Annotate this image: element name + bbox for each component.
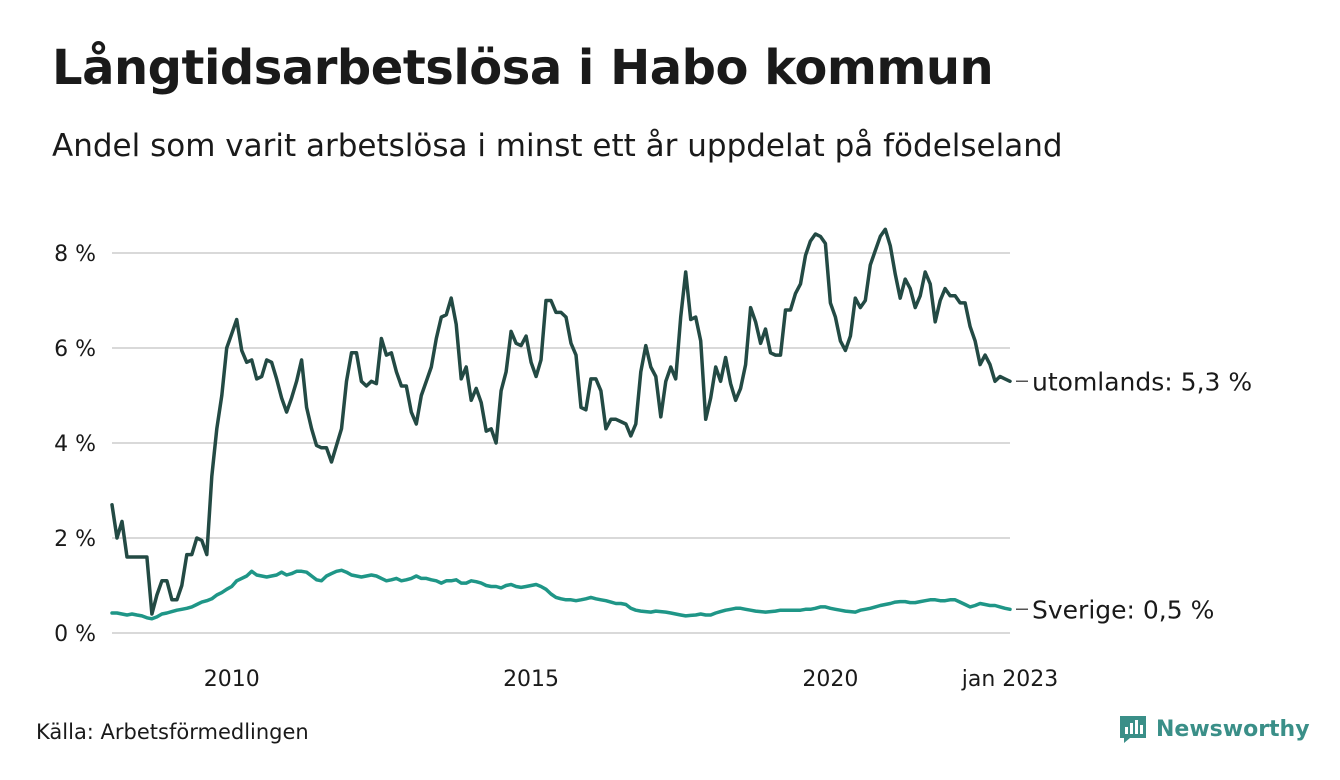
brand-logo: Newsworthy: [1118, 714, 1310, 744]
y-axis: 0 % 2 % 4 % 6 % 8 %: [54, 242, 96, 647]
y-tick-label: 8 %: [54, 242, 96, 267]
grid-layer: [112, 252, 1010, 634]
source-note: Källa: Arbetsförmedlingen: [36, 720, 309, 744]
y-tick-label: 6 %: [54, 337, 96, 362]
brand-name: Newsworthy: [1156, 716, 1310, 742]
series-line-utomlands: [110, 227, 1012, 616]
end-labels: utomlands: 5,3 % Sverige: 0,5 %: [1016, 367, 1252, 624]
y-tick-label: 4 %: [54, 432, 96, 457]
chart-subtitle: Andel som varit arbetslösa i minst ett å…: [52, 128, 1063, 164]
series-layer: [110, 227, 1012, 621]
chart-title: Långtidsarbetslösa i Habo kommun: [52, 40, 994, 96]
x-tick-label: 2020: [802, 667, 858, 692]
y-tick-label: 0 %: [54, 622, 96, 647]
end-label-sverige: Sverige: 0,5 %: [1032, 595, 1214, 624]
x-axis: 2010 2015 2020 jan 2023: [204, 667, 1059, 692]
series-line-sverige: [110, 568, 1012, 621]
x-tick-label: 2010: [204, 667, 260, 692]
x-tick-label: 2015: [503, 667, 559, 692]
end-label-utomlands: utomlands: 5,3 %: [1032, 367, 1252, 396]
newsworthy-logo-icon: [1120, 716, 1146, 743]
x-tick-label: jan 2023: [961, 667, 1059, 692]
y-tick-label: 2 %: [54, 527, 96, 552]
